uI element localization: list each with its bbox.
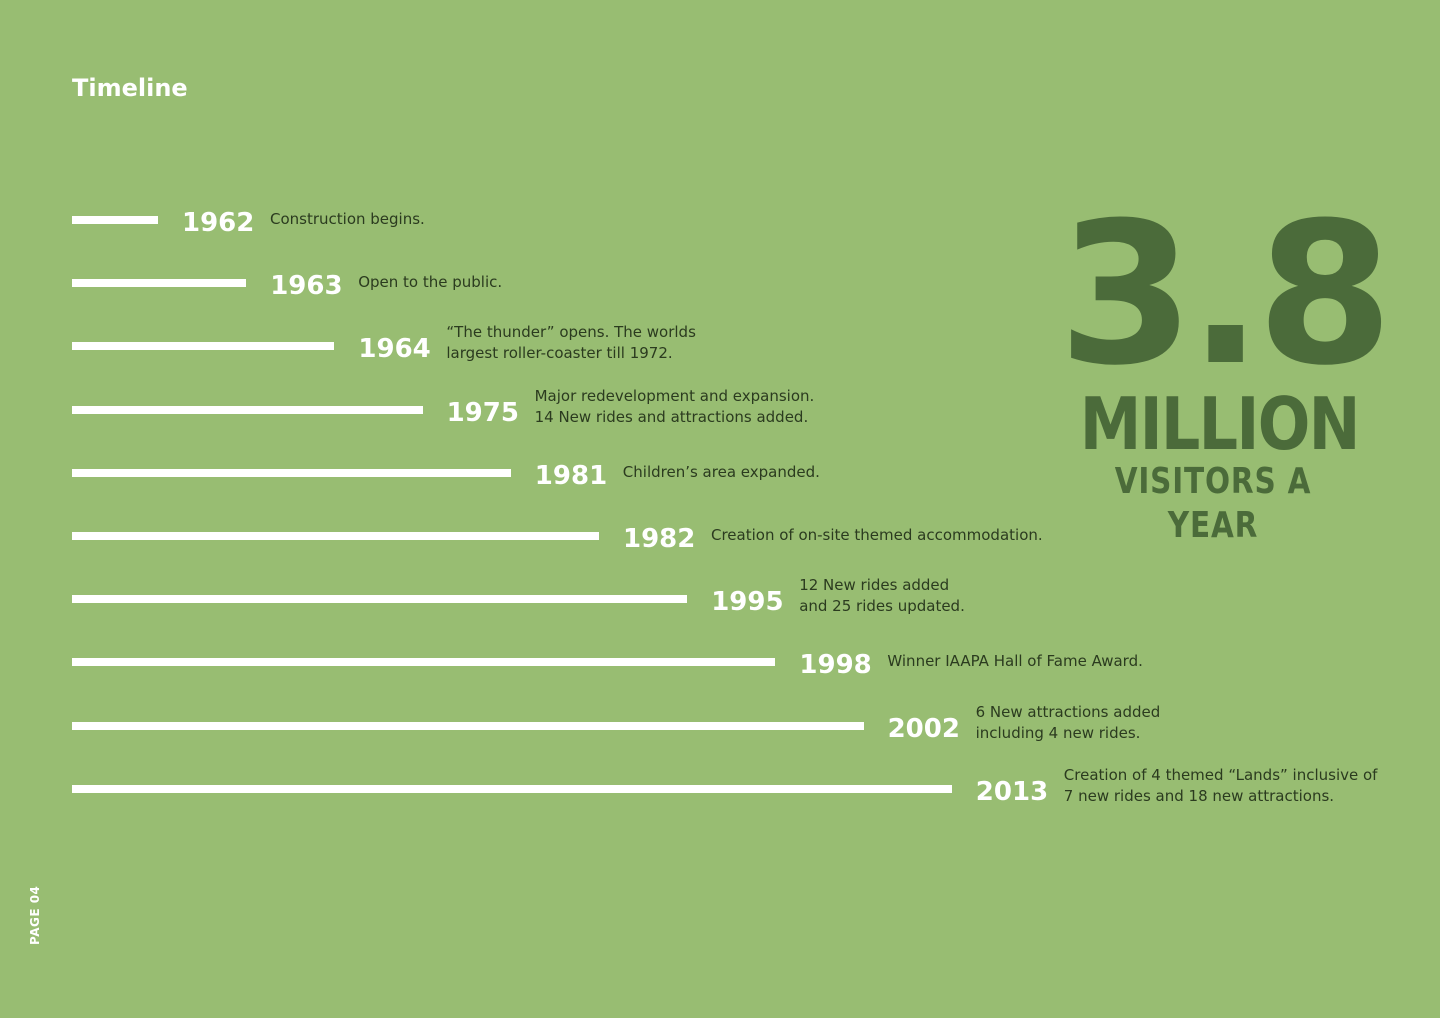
- page-title: Timeline: [72, 74, 188, 102]
- timeline-year: 1982: [623, 524, 696, 554]
- page-number: PAGE 04: [28, 885, 42, 945]
- timeline-bar: [72, 595, 688, 604]
- timeline-description-line: 6 New attractions added: [975, 702, 1161, 721]
- timeline-year: 1981: [534, 460, 608, 491]
- timeline-bar: [72, 468, 511, 477]
- timeline-description: “The thunder” opens. The worlds largest r…: [446, 322, 696, 364]
- timeline-year: 1962: [182, 208, 255, 238]
- timeline-bar: [72, 658, 776, 667]
- timeline-year: 1963: [270, 271, 343, 302]
- timeline-description-line: largest roller-coaster till 1972.: [446, 344, 673, 363]
- timeline-description-line: 7 new rides and 18 new attractions.: [1063, 786, 1335, 805]
- timeline-description: Construction begins.: [270, 209, 425, 230]
- timeline-bar: [72, 279, 247, 288]
- timeline-description: Children’s area expanded.: [623, 462, 820, 483]
- timeline-description-line: including 4 new rides.: [975, 723, 1141, 742]
- timeline-description-line: Creation of on-site themed accommodation…: [711, 526, 1043, 544]
- timeline-description: 12 New rides added and 25 rides updated.: [799, 575, 965, 617]
- timeline-bar: [72, 532, 599, 540]
- timeline-description: Open to the public.: [358, 272, 502, 293]
- timeline-description-line: 14 New rides and attractions added.: [534, 407, 809, 426]
- timeline-year: 1975: [446, 397, 519, 428]
- visitor-stat: 3.8 MILLION VISITORS A YEAR: [1058, 181, 1393, 548]
- timeline-year: 2013: [975, 776, 1049, 807]
- timeline-year: 1964: [358, 334, 431, 365]
- timeline-description-line: 12 New rides added: [799, 576, 950, 595]
- timeline-description: Creation of on-site themed accommodation…: [711, 525, 1043, 546]
- timeline-description-line: “The thunder” opens. The worlds: [446, 323, 696, 342]
- timeline-description-line: and 25 rides updated.: [799, 597, 965, 616]
- timeline-description-line: Children’s area expanded.: [622, 462, 820, 481]
- timeline-description-line: Major redevelopment and expansion.: [534, 386, 815, 405]
- timeline-description: Major redevelopment and expansion. 14 New…: [535, 386, 815, 428]
- timeline-year: 1998: [799, 650, 872, 681]
- timeline-bar: [72, 405, 423, 414]
- timeline-description-line: Construction begins.: [270, 210, 425, 228]
- timeline-bar: [72, 784, 952, 793]
- timeline-bar: [72, 342, 335, 351]
- stat-number: 3.8: [1058, 181, 1393, 409]
- stat-caption: VISITORS A YEAR: [1114, 461, 1312, 546]
- timeline-bar: [72, 216, 158, 224]
- timeline-year: 2002: [887, 713, 960, 744]
- timeline-description: 6 New attractions added including 4 new r…: [976, 702, 1161, 744]
- timeline-description: Creation of 4 themed “Lands” inclusive o…: [1064, 765, 1378, 807]
- timeline-description-line: Winner IAAPA Hall of Fame Award.: [887, 652, 1143, 671]
- timeline-description-line: Open to the public.: [358, 273, 503, 292]
- stat-unit: MILLION: [1079, 382, 1361, 466]
- timeline-description: Winner IAAPA Hall of Fame Award.: [887, 651, 1142, 672]
- timeline-year: 1995: [711, 587, 784, 618]
- timeline-description-line: Creation of 4 themed “Lands” inclusive o…: [1063, 765, 1378, 784]
- timeline-bar: [72, 721, 864, 730]
